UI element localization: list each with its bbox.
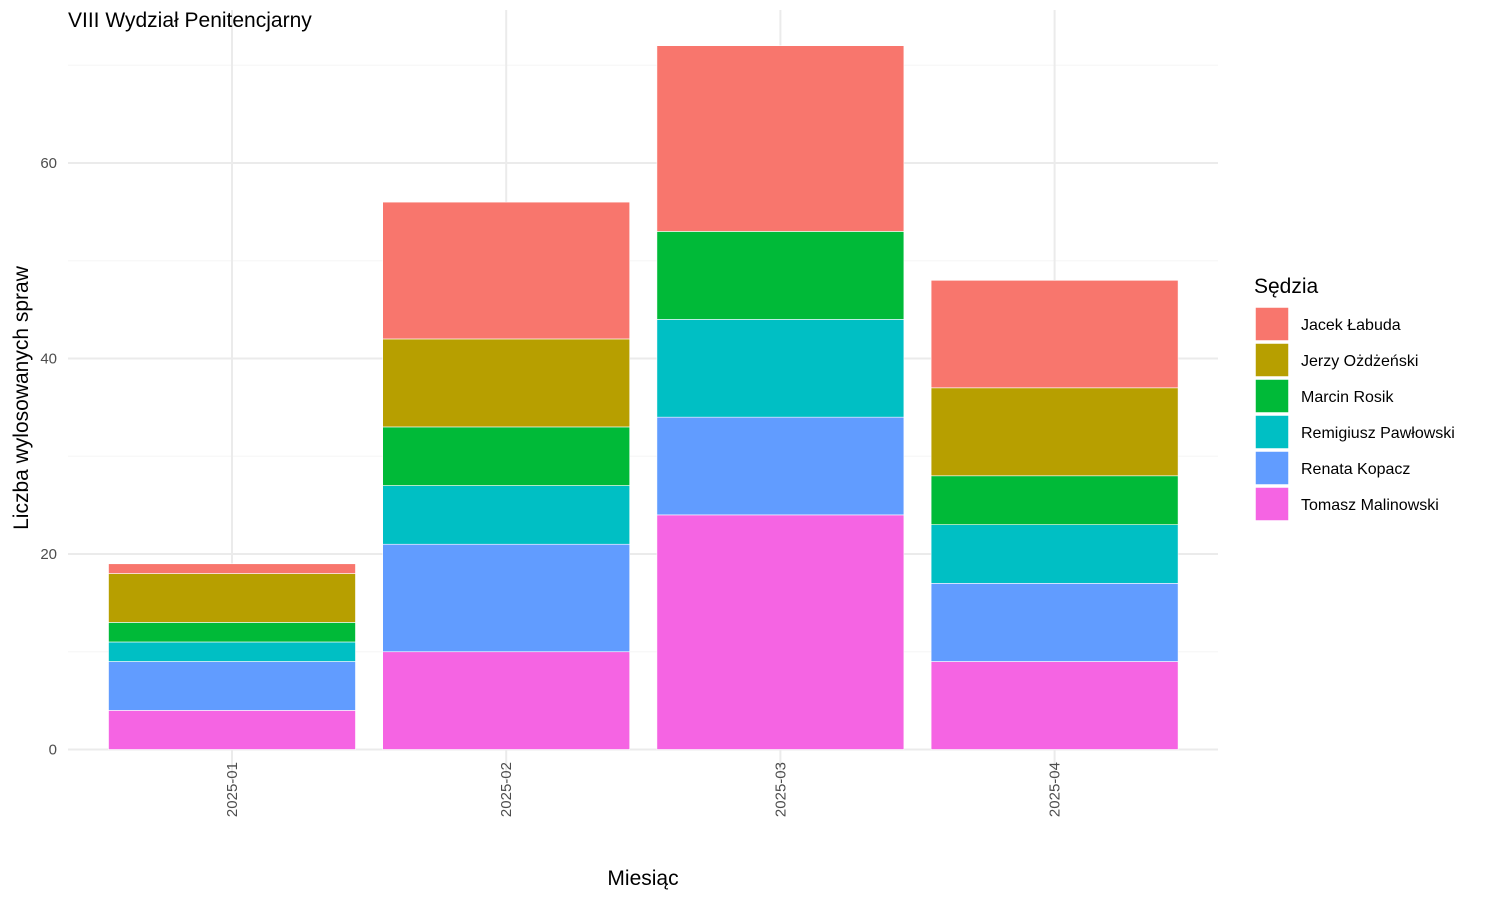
y-tick-label: 20 (40, 546, 57, 563)
legend: Sędzia Jacek Łabuda Jerzy Ożdżeński Marcin… (1254, 275, 1455, 522)
legend-key (1254, 342, 1290, 378)
bar-segment-2025-03-renata-kopacz (656, 416, 905, 516)
x-tick-label: 2025-04 (1047, 762, 1064, 817)
bar-segment-2025-02-remigiusz-paw-owski (382, 485, 631, 545)
bar-segment-2025-03-tomasz-malinowski (656, 514, 905, 750)
bar-segment-2025-02-tomasz-malinowski (382, 651, 631, 750)
legend-key (1254, 378, 1290, 414)
legend-title: Sędzia (1254, 275, 1319, 298)
legend-label: Remigiusz Pawłowski (1301, 425, 1455, 442)
legend-label: Tomasz Malinowski (1301, 497, 1439, 514)
legend-label: Renata Kopacz (1301, 461, 1410, 478)
bar-segment-2025-01-tomasz-malinowski (108, 710, 356, 750)
bar-segment-2025-02-marcin-rosik (382, 426, 631, 486)
legend-label: Jerzy Ożdżeński (1301, 353, 1418, 370)
bar-segment-2025-03-marcin-rosik (656, 231, 905, 320)
legend-items: Jacek Łabuda Jerzy Ożdżeński Marcin Rosik R… (1254, 306, 1455, 522)
bar-segment-2025-01-marcin-rosik (108, 622, 356, 643)
bar-segment-2025-04-tomasz-malinowski (930, 661, 1179, 750)
bar-segment-2025-01-jacek-abuda (108, 563, 356, 574)
bar-segment-2025-04-jerzy-o-d-e-ski (930, 387, 1179, 477)
bar-segment-2025-02-jacek-abuda (382, 201, 631, 340)
bars-layer (108, 45, 1179, 750)
bar-segment-2025-04-marcin-rosik (930, 475, 1179, 525)
legend-key (1254, 414, 1290, 450)
bar-segment-2025-01-renata-kopacz (108, 661, 356, 711)
x-tick-label: 2025-03 (772, 762, 789, 817)
chart-title: VIII Wydział Penitencjarny (68, 9, 312, 32)
x-axis-ticks: 2025-01 2025-02 2025-03 2025-04 (224, 762, 1064, 817)
y-axis-title: Liczba wylosowanych spraw (10, 265, 33, 530)
y-axis-ticks: 0 20 40 60 (40, 155, 57, 759)
x-tick-label: 2025-02 (498, 762, 515, 817)
bar-segment-2025-04-jacek-abuda (930, 279, 1179, 389)
bar-segment-2025-02-renata-kopacz (382, 543, 631, 653)
y-tick-label: 40 (40, 351, 57, 368)
legend-label: Marcin Rosik (1301, 389, 1394, 406)
bar-segment-2025-01-remigiusz-paw-owski (108, 641, 356, 662)
legend-key (1254, 306, 1290, 342)
y-tick-label: 0 (49, 742, 57, 759)
legend-key (1254, 450, 1290, 486)
x-axis-title: Miesiąc (607, 867, 678, 890)
y-tick-label: 60 (40, 155, 57, 172)
bar-segment-2025-01-jerzy-o-d-e-ski (108, 573, 356, 623)
bar-segment-2025-03-jacek-abuda (656, 45, 905, 232)
bar-segment-2025-04-remigiusz-paw-owski (930, 524, 1179, 584)
x-tick-label: 2025-01 (224, 762, 241, 817)
legend-label: Jacek Łabuda (1301, 317, 1401, 334)
bar-segment-2025-02-jerzy-o-d-e-ski (382, 338, 631, 428)
legend-key (1254, 486, 1290, 522)
bar-segment-2025-04-renata-kopacz (930, 583, 1179, 662)
bar-segment-2025-03-remigiusz-paw-owski (656, 319, 905, 418)
